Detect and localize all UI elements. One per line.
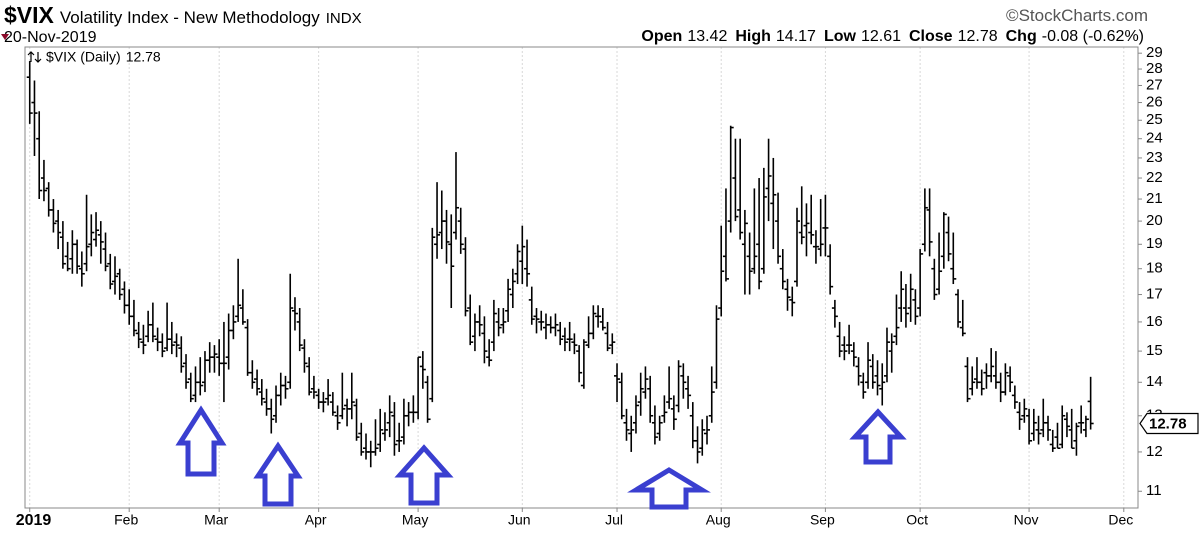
y-tick-label: 22 [1146, 169, 1163, 186]
x-tick-label: Oct [906, 512, 928, 528]
x-tick-label: Aug [706, 512, 731, 528]
grid [29, 47, 1125, 508]
x-tick-label: Apr [305, 512, 327, 528]
y-tick-label: 16 [1146, 313, 1163, 330]
y-tick-label: 27 [1146, 76, 1163, 93]
quote-item: High 14.17 [735, 28, 816, 46]
source: ©StockCharts.com [1006, 6, 1148, 25]
y-tick-label: 15 [1146, 342, 1163, 359]
x-tick-label: Mar [204, 512, 228, 528]
down-indicator [1, 34, 9, 40]
chart-title: Volatility Index - New Methodology [59, 8, 320, 27]
x-tick-label: Sep [810, 512, 835, 528]
y-tick-label: 19 [1146, 235, 1163, 252]
y-tick-label: 28 [1146, 60, 1163, 77]
x-tick-label: May [402, 512, 428, 528]
quote-value: 14.17 [775, 28, 816, 45]
arrow [253, 441, 303, 507]
last-price-label: 12.78 [1149, 415, 1187, 432]
y-tick-label: 24 [1146, 130, 1163, 147]
x-tick-label: Dec [1108, 512, 1133, 528]
last-price-marker: 12.78 [1139, 412, 1199, 435]
quote-item: Open 13.42 [641, 28, 727, 46]
quote-label: Open [641, 28, 683, 45]
plot-frame [24, 46, 1139, 509]
y-tick-label: 21 [1146, 190, 1163, 207]
quote-item: Close 12.78 [909, 28, 998, 46]
y-tick-label: 23 [1146, 149, 1163, 166]
y-tick-label: 12 [1146, 443, 1163, 460]
x-tick-label: Feb [114, 512, 138, 528]
y-tick-label: 26 [1146, 94, 1163, 111]
legend: $VIX (Daily) 12.78 [27, 49, 161, 65]
quote: Open 13.42 High 14.17 Low 12.61 Close 12.78 Chg -… [641, 28, 1144, 46]
x-tick-label: Jul [605, 512, 623, 528]
legend-value: 12.78 [126, 49, 161, 65]
legend-icon [27, 51, 42, 63]
y-tick-label: 18 [1146, 260, 1163, 277]
quote-item: Chg -0.08 (-0.62%) [1006, 28, 1144, 46]
y-tick-label: 25 [1146, 111, 1163, 128]
y-tick-label: 17 [1146, 286, 1163, 303]
legend-label: $VIX (Daily) [46, 49, 121, 65]
x-tick-label: Nov [1014, 512, 1039, 528]
y-tick-label: 11 [1146, 482, 1162, 499]
quote-value: 12.78 [957, 28, 998, 45]
y-tick-label: 14 [1146, 373, 1163, 390]
quote-label: Close [909, 28, 953, 45]
y-tick-label: 29 [1146, 44, 1163, 61]
arrow [849, 408, 907, 465]
symbol: $VIX [4, 2, 54, 28]
last-price-box [1139, 412, 1199, 435]
quote-label: High [735, 28, 771, 45]
date: 20-Nov-2019 [4, 29, 97, 46]
annotations [175, 405, 907, 510]
arrow [394, 444, 454, 506]
y-tick-label: 20 [1146, 212, 1163, 229]
x-tick-label: Jun [508, 512, 531, 528]
quote-label: Chg [1005, 28, 1037, 45]
arrow [627, 467, 711, 510]
quote-value: 13.42 [687, 28, 728, 45]
quote-value: -0.08 (-0.62%) [1041, 28, 1144, 45]
quote-label: Low [823, 28, 856, 45]
ohlc-series [26, 61, 1094, 468]
x-tick-label: 2019 [16, 512, 52, 529]
quote-item: Low 12.61 [824, 28, 901, 46]
quote-value: 12.61 [860, 28, 901, 45]
arrow [175, 405, 227, 477]
exchange: INDX [325, 10, 362, 27]
header: $VIX Volatility Index - New Methodology … [4, 2, 362, 28]
